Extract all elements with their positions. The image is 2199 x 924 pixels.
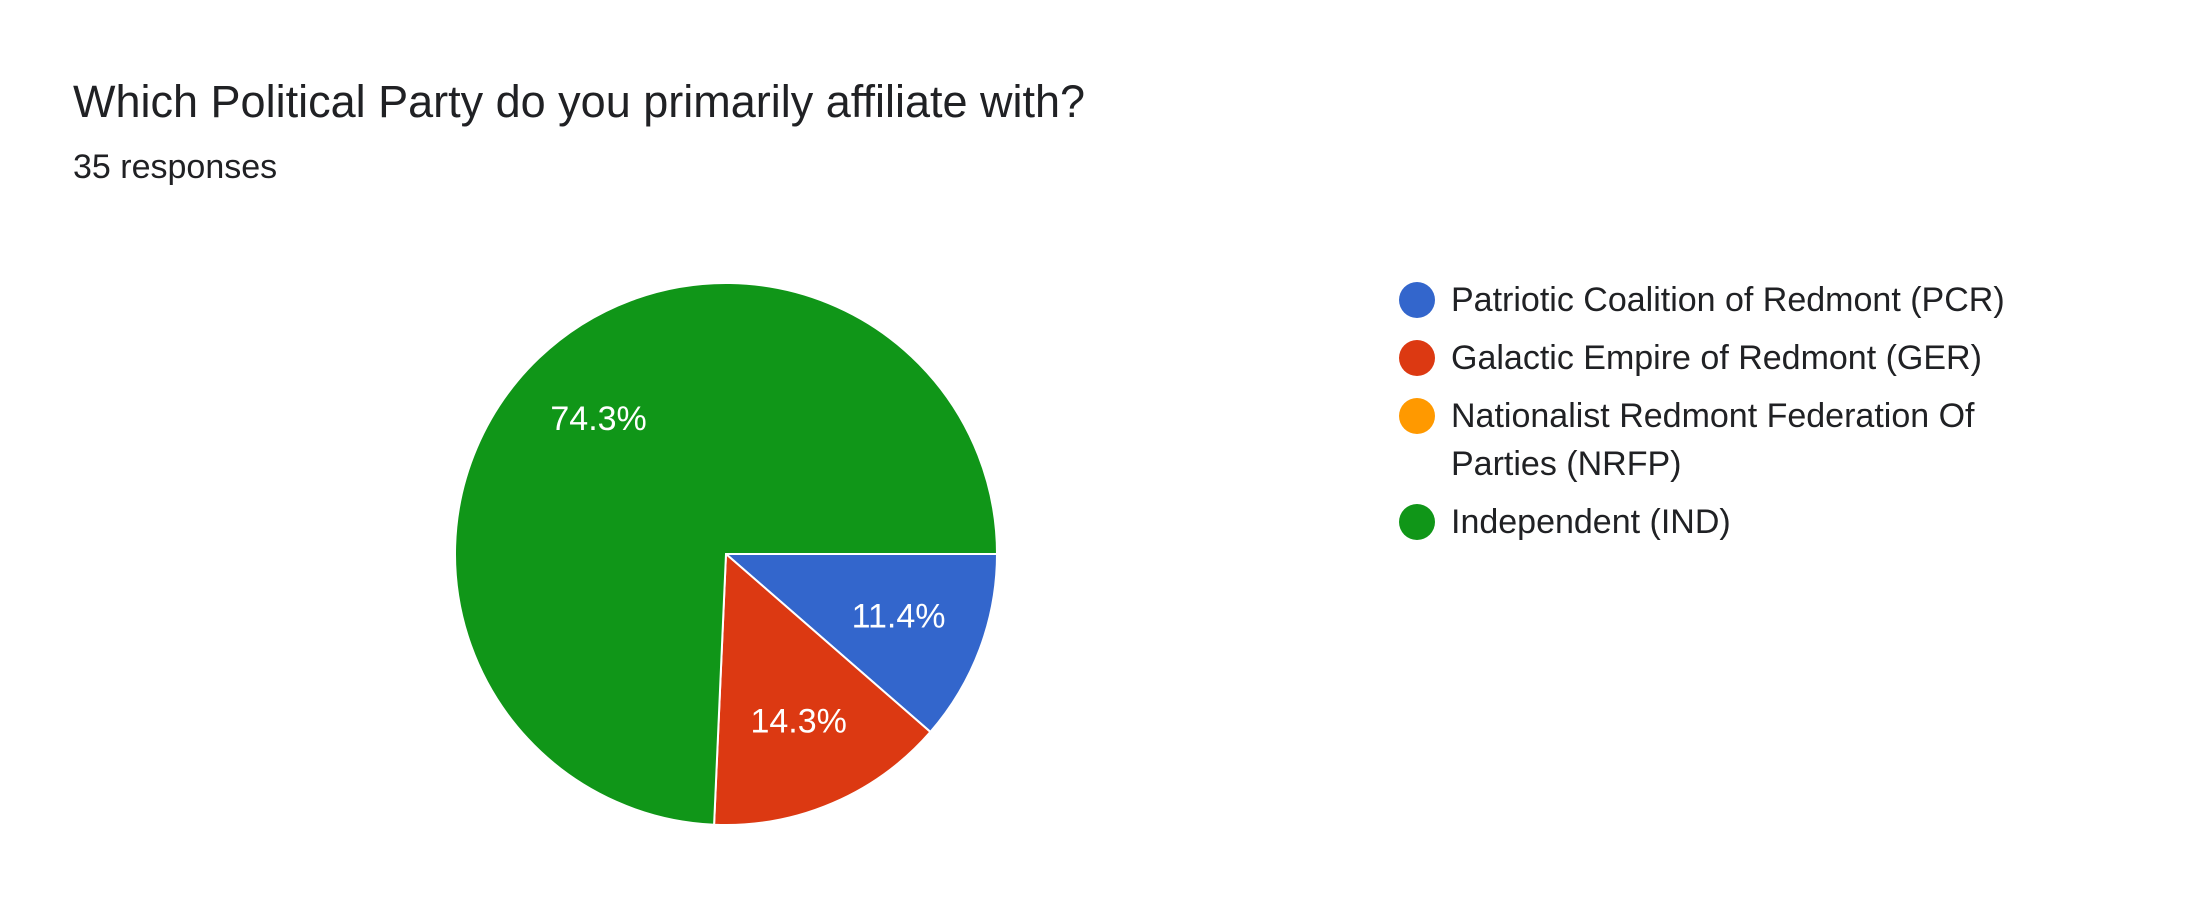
- pie-slice: [723, 553, 999, 734]
- slice-label: 14.3%: [750, 702, 846, 740]
- legend-swatch: [1399, 340, 1435, 376]
- legend-label: Independent (IND): [1451, 503, 1731, 541]
- legend-swatch: [1399, 282, 1435, 318]
- slice-label: 74.3%: [550, 400, 646, 438]
- chart-subtitle: 35 responses: [73, 148, 278, 186]
- slice-label: 11.4%: [852, 598, 946, 636]
- legend-label: Galactic Empire of Redmont (GER): [1451, 339, 1982, 377]
- legend-label: Nationalist Redmont Federation Of Partie…: [1451, 397, 1975, 483]
- pie-slice: [713, 551, 932, 826]
- legend-label: Patriotic Coalition of Redmont (PCR): [1451, 281, 2005, 319]
- pie-slice: [454, 282, 999, 826]
- legend-swatch: [1399, 398, 1435, 434]
- chart-title: Which Political Party do you primarily a…: [73, 76, 1086, 127]
- legend-swatch: [1399, 504, 1435, 540]
